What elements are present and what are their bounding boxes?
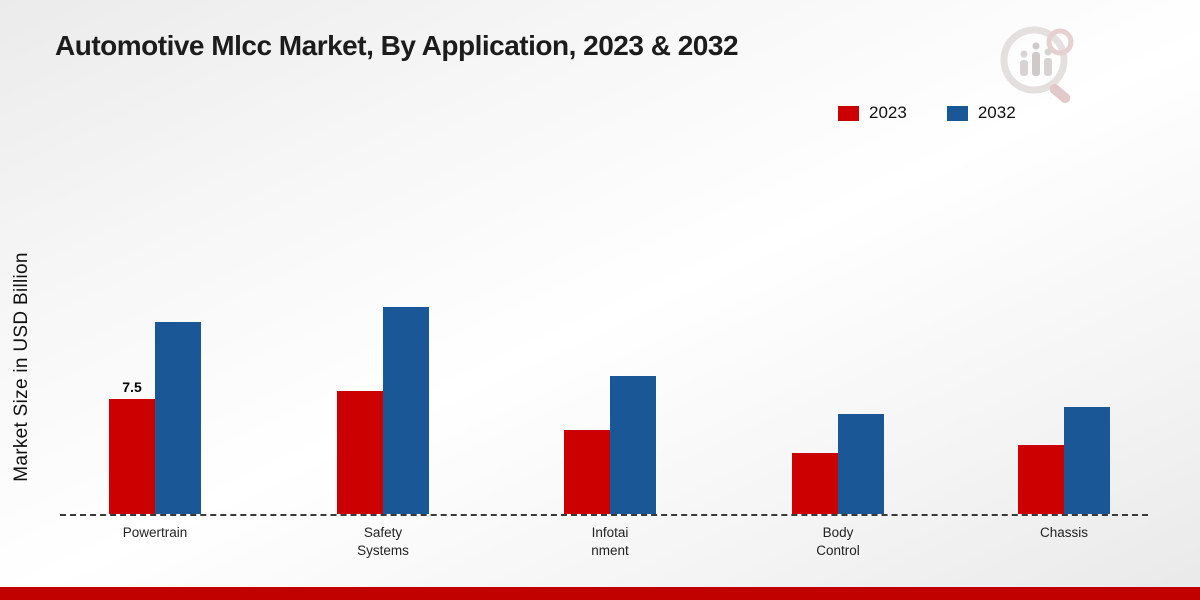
bar-2032-powertrain	[155, 322, 201, 514]
legend-swatch-2032	[946, 105, 968, 121]
bar-value-label: 7.5	[122, 379, 142, 395]
bar-2023-powertrain	[109, 399, 155, 514]
bar-2023-chassis	[1018, 445, 1064, 514]
bar-2023-infotainment	[564, 430, 610, 514]
legend-swatch-2023	[838, 105, 859, 121]
legend-item-2032: 2032	[946, 103, 1016, 123]
bar-2032-infotainment	[610, 376, 656, 514]
category-label-chassis: Chassis	[1039, 525, 1088, 540]
footer-accent-bar	[0, 587, 1200, 600]
brand-logo-icon	[1000, 26, 1074, 104]
legend: 2023 2032	[838, 103, 1016, 123]
bar-2023-body-control	[792, 453, 838, 514]
category-label-powertrain: Powertrain	[122, 525, 188, 540]
category-label-infotainment: Infotai nment	[591, 525, 629, 558]
chart-title: Automotive Mlcc Market, By Application, …	[55, 30, 739, 61]
bar-2023-safety-systems	[337, 391, 383, 514]
legend-label-2032: 2032	[977, 103, 1016, 122]
legend-item-2023: 2023	[838, 103, 907, 123]
category-label-body-control: Body Control	[816, 525, 860, 558]
category-label-safety-systems: Safety Systems	[357, 525, 409, 558]
bar-2032-safety-systems	[383, 307, 429, 514]
x-axis-baseline	[60, 514, 1148, 516]
legend-label-2023: 2023	[869, 103, 907, 122]
bar-2032-chassis	[1064, 407, 1110, 514]
bar-2032-body-control	[838, 414, 884, 514]
